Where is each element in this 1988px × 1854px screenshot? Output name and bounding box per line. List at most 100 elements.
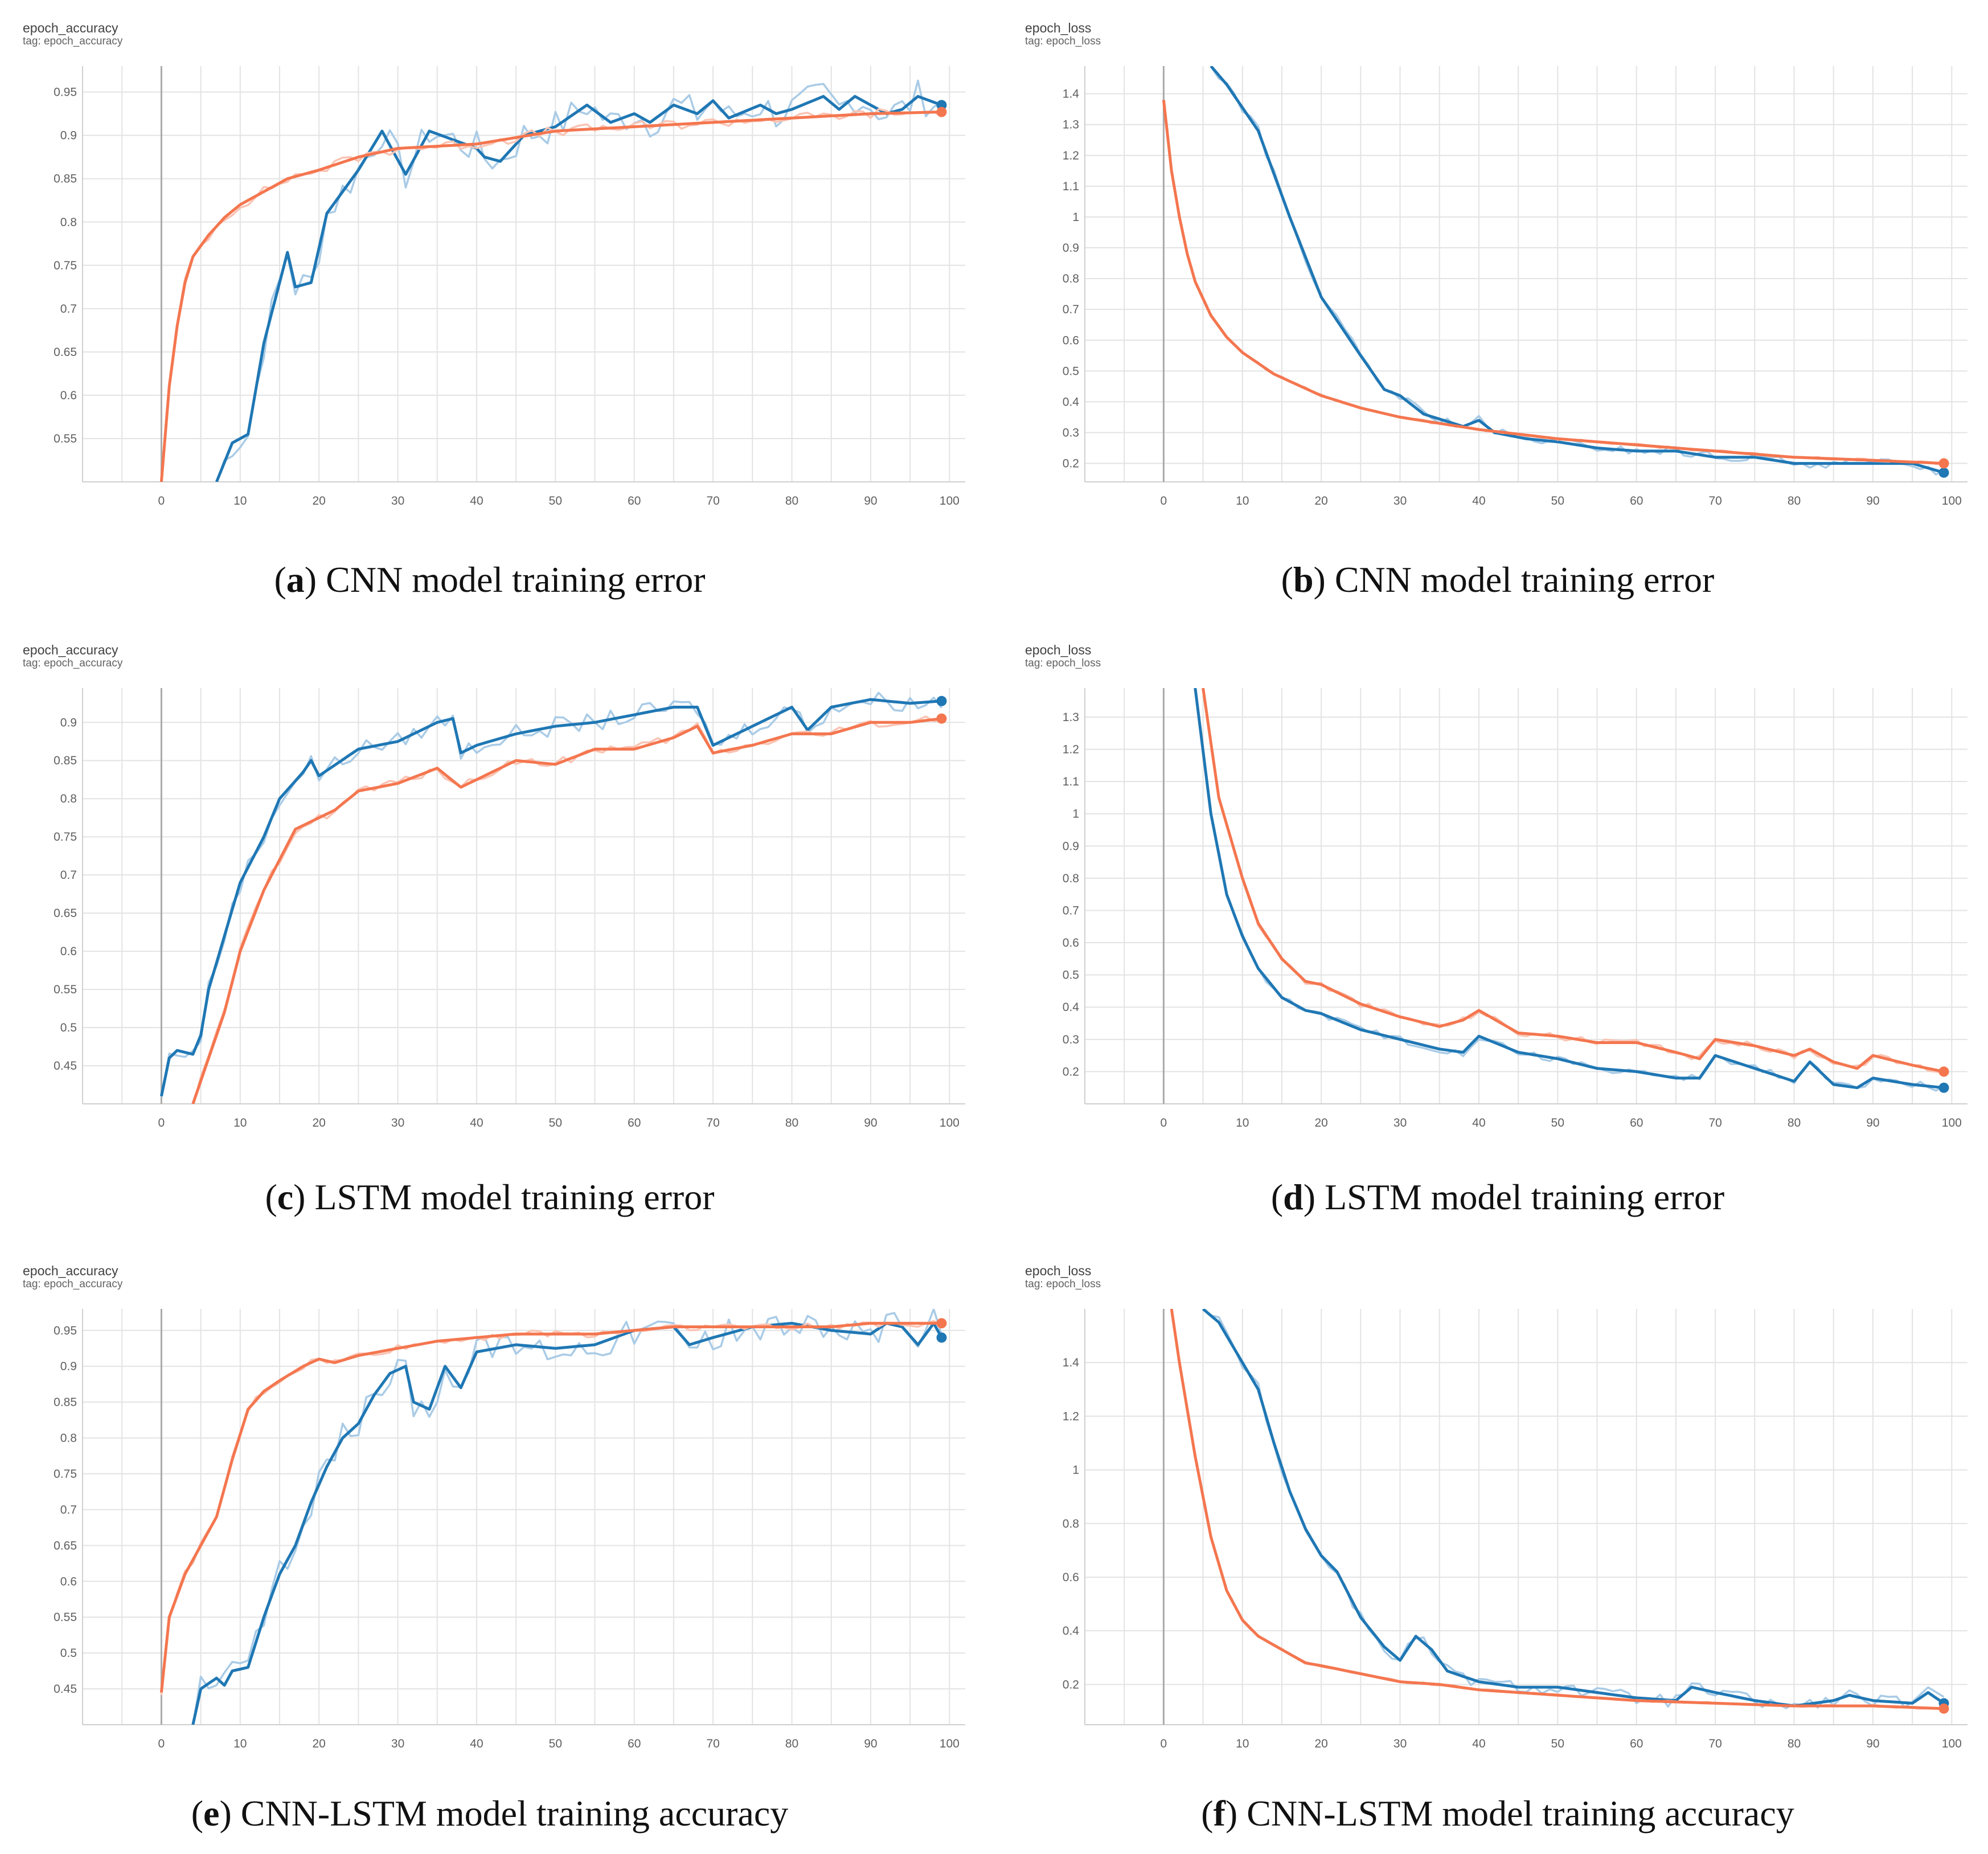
caption-text: CNN-LSTM model training accuracy bbox=[1247, 1793, 1794, 1833]
x-tick-label: 40 bbox=[1472, 1737, 1485, 1750]
x-tick-label: 60 bbox=[628, 1737, 641, 1750]
x-tick-label: 60 bbox=[628, 1116, 641, 1129]
x-tick-label: 70 bbox=[1708, 494, 1721, 508]
x-tick-label: 90 bbox=[864, 494, 877, 508]
series-validation-line bbox=[159, 110, 942, 482]
x-tick-label: 20 bbox=[1314, 1116, 1327, 1129]
y-tick-label: 0.4 bbox=[1063, 395, 1080, 408]
series-train-raw-line bbox=[1202, 1309, 1945, 1709]
series-train-line bbox=[215, 95, 942, 482]
series-train-raw-line bbox=[215, 79, 942, 482]
caption-b: (b) CNN model training error bbox=[1281, 559, 1715, 600]
series-validation-raw-line bbox=[192, 715, 942, 1104]
y-tick-label: 0.6 bbox=[1063, 936, 1079, 949]
x-tick-label: 50 bbox=[549, 1737, 562, 1750]
y-tick-label: 0.2 bbox=[1063, 1678, 1079, 1691]
y-tick-label: 0.9 bbox=[60, 129, 77, 142]
plot-area-d: 0.2 0.3 0.4 0.5 0.6 0.7 0.8 0.9 1 1.1 1.2 1.3 0 10 20 3… bbox=[1063, 688, 1967, 1129]
y-tick-label: 0.8 bbox=[1063, 1517, 1079, 1530]
x-tick-label: 0 bbox=[158, 494, 165, 508]
x-tick-label: 60 bbox=[1630, 494, 1643, 508]
x-tick-label: 30 bbox=[391, 494, 404, 508]
y-tick-label: 0.7 bbox=[1063, 303, 1079, 316]
y-tick-label: 0.6 bbox=[1063, 334, 1079, 347]
series-validation-line bbox=[1162, 100, 1944, 465]
x-tick-label: 40 bbox=[470, 1116, 483, 1129]
y-tick-label: 0.8 bbox=[1063, 872, 1079, 885]
x-tick-label: 100 bbox=[1942, 494, 1962, 508]
series-train-line bbox=[1210, 66, 1945, 474]
y-tick-label: 0.7 bbox=[1063, 904, 1079, 917]
y-tick-label: 0.5 bbox=[60, 1021, 77, 1034]
y-tick-label: 0.85 bbox=[54, 754, 77, 767]
y-tick-label: 1 bbox=[1072, 211, 1079, 224]
series-validation-line bbox=[159, 1321, 942, 1693]
x-tick-label: 90 bbox=[1866, 1116, 1879, 1129]
x-tick-label: 40 bbox=[1472, 1116, 1485, 1129]
y-tick-label: 0.7 bbox=[60, 1503, 77, 1516]
y-tick-label: 0.5 bbox=[1063, 365, 1079, 378]
y-tick-label: 0.85 bbox=[54, 1396, 77, 1409]
plot-area-c: 0.45 0.5 0.55 0.6 0.65 0.7 0.75 0.8 0.85 0.9 0 10 20… bbox=[54, 688, 965, 1129]
y-tick-label: 0.8 bbox=[60, 216, 77, 229]
y-tick-label: 0.65 bbox=[54, 907, 77, 920]
x-tick-label: 70 bbox=[706, 494, 719, 508]
x-tick-label: 10 bbox=[1236, 1116, 1249, 1129]
series-validation-end-marker bbox=[1938, 1703, 1949, 1714]
series-layer bbox=[1194, 688, 1945, 1092]
chart-tag: tag: epoch_accuracy bbox=[23, 35, 123, 47]
x-tick-label: 70 bbox=[1708, 1116, 1721, 1129]
x-tick-label: 0 bbox=[158, 1116, 165, 1129]
caption-text: CNN model training error bbox=[1334, 559, 1715, 600]
y-tick-label: 0.45 bbox=[54, 1059, 77, 1073]
caption-label: e bbox=[203, 1793, 220, 1833]
y-tick-label: 0.2 bbox=[1063, 457, 1079, 470]
y-tick-label: 0.7 bbox=[60, 302, 77, 316]
y-tick-label: 0.3 bbox=[1063, 426, 1079, 439]
y-tick-label: 0.9 bbox=[1063, 242, 1079, 255]
y-tick-label: 1.1 bbox=[1063, 775, 1079, 788]
y-tick-label: 1.3 bbox=[1063, 711, 1079, 724]
series-train-end-marker bbox=[1938, 1082, 1949, 1093]
x-tick-label: 50 bbox=[1551, 1116, 1564, 1129]
caption-text: CNN model training error bbox=[326, 559, 706, 600]
x-tick-label: 10 bbox=[1236, 494, 1249, 508]
plot-area-a: 0.55 0.6 0.65 0.7 0.75 0.8 0.85 0.9 0.95 0 10 20 30 4… bbox=[54, 66, 965, 508]
chart-title: epoch_accuracy bbox=[23, 21, 118, 35]
chart-panel-d: epoch_loss tag: epoch_loss 0.2 0.3 0.4 0.5 0… bbox=[1025, 642, 1982, 1132]
caption-label: a bbox=[286, 559, 305, 600]
y-tick-label: 0.95 bbox=[54, 1324, 77, 1337]
x-tick-label: 0 bbox=[1161, 1116, 1167, 1129]
y-tick-label: 0.45 bbox=[54, 1683, 77, 1696]
chart-tag: tag: epoch_accuracy bbox=[23, 657, 123, 669]
series-validation-end-marker bbox=[936, 713, 947, 724]
y-tick-label: 0.8 bbox=[60, 1432, 77, 1445]
x-tick-label: 50 bbox=[549, 1116, 562, 1129]
x-tick-label: 100 bbox=[1942, 1116, 1962, 1129]
plot-area-e: 0.45 0.5 0.55 0.6 0.65 0.7 0.75 0.8 0.85 0.9 0.95 0… bbox=[54, 1309, 965, 1750]
y-tick-label: 0.65 bbox=[54, 1539, 77, 1552]
caption-label: b bbox=[1293, 559, 1314, 600]
y-tick-label: 1.4 bbox=[1063, 88, 1080, 101]
y-tick-label: 0.55 bbox=[54, 983, 77, 996]
y-tick-label: 0.9 bbox=[1063, 840, 1079, 853]
x-tick-label: 10 bbox=[233, 494, 247, 508]
x-tick-label: 50 bbox=[549, 494, 562, 508]
x-tick-label: 30 bbox=[1393, 1737, 1407, 1750]
y-tick-label: 0.75 bbox=[54, 830, 77, 844]
x-tick-label: 20 bbox=[312, 494, 325, 508]
y-tick-label: 1.4 bbox=[1063, 1356, 1080, 1369]
plot-area-f: 0.2 0.4 0.6 0.8 1 1.2 1.4 0 10 20 30 40 50 60 70 80 90 10… bbox=[1063, 1309, 1967, 1750]
chart-panel-f: epoch_loss tag: epoch_loss 0.2 0.4 0.6 0.8 1… bbox=[1025, 1263, 1982, 1753]
x-tick-label: 30 bbox=[391, 1737, 404, 1750]
y-tick-label: 0.75 bbox=[54, 259, 77, 272]
series-train-line bbox=[1194, 688, 1944, 1090]
y-tick-label: 0.9 bbox=[60, 1360, 77, 1373]
series-validation-raw-line bbox=[1202, 690, 1944, 1074]
x-tick-label: 90 bbox=[1866, 494, 1879, 508]
caption-text: CNN-LSTM model training accuracy bbox=[240, 1793, 789, 1833]
x-tick-label: 70 bbox=[1708, 1737, 1721, 1750]
y-tick-label: 0.5 bbox=[1063, 969, 1079, 982]
chart-panel-b: epoch_loss tag: epoch_loss 0.2 0.3 0.4 0.5 0… bbox=[1025, 21, 1982, 510]
series-train-line bbox=[1202, 1309, 1945, 1708]
